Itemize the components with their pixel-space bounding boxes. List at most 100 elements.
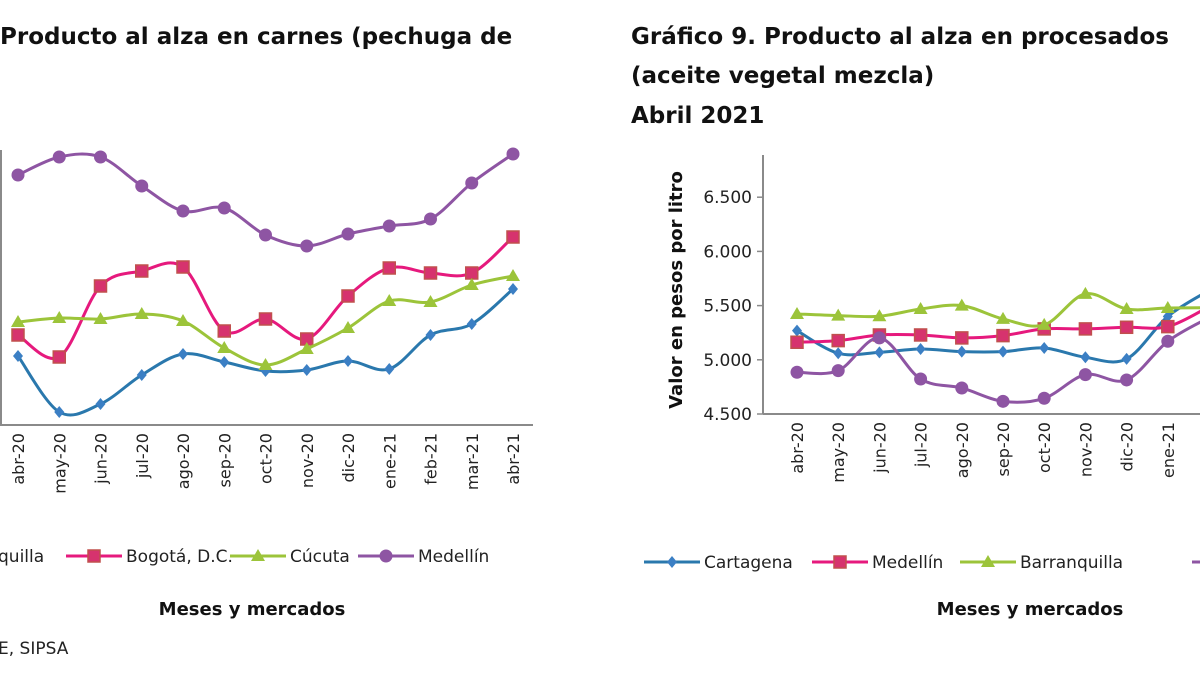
legend-item: Bogotá, D.C.	[66, 547, 233, 567]
data-point	[1078, 286, 1093, 299]
data-point	[466, 318, 477, 330]
legend-label: Bogotá, D.C.	[126, 547, 233, 567]
data-point	[1161, 319, 1175, 334]
data-point	[217, 341, 232, 353]
x-tick-label: oct-20	[1035, 422, 1054, 473]
data-point	[998, 345, 1008, 358]
data-point	[1119, 301, 1134, 314]
data-point	[384, 363, 395, 375]
legend-label: quilla	[0, 547, 44, 567]
right-x-axis-title: Meses y mercados	[937, 599, 1124, 620]
data-point	[831, 364, 845, 378]
data-point	[1119, 320, 1134, 335]
legend-label: Medellín	[872, 553, 943, 573]
data-point	[1162, 310, 1173, 323]
y-tick-label: 4.500	[703, 405, 752, 425]
data-point	[178, 348, 188, 360]
data-point	[217, 201, 231, 215]
data-point	[996, 311, 1010, 324]
x-tick-label: jun-20	[870, 422, 889, 474]
x-tick-label: abr-20	[788, 422, 807, 474]
left-x-axis-title: Meses y mercados	[159, 599, 346, 620]
left-chart-title: Producto al alza en carnes (pechuga de	[0, 24, 512, 50]
x-tick-label: nov-20	[298, 433, 317, 488]
data-point	[424, 212, 437, 226]
right-y-axis-title: Valor en pesos por litro	[666, 171, 687, 409]
right-chart-title-line3: Abril 2021	[631, 103, 764, 129]
data-point	[831, 308, 846, 321]
data-point	[423, 295, 438, 307]
x-tick-label: ene-21	[1159, 422, 1178, 478]
data-point	[1039, 341, 1050, 354]
right-chart-title-line2: (aceite vegetal mezcla)	[631, 63, 934, 89]
legend-item: Barranquilla	[960, 553, 1123, 573]
data-point	[1078, 368, 1092, 382]
data-point	[13, 350, 23, 362]
legend-item: quilla	[0, 547, 44, 567]
legend-label: Cartagena	[704, 553, 793, 573]
data-point	[913, 301, 928, 314]
x-tick-label: nov-20	[1076, 422, 1095, 477]
data-point	[135, 179, 149, 193]
data-point	[258, 312, 273, 326]
data-point	[93, 279, 108, 293]
data-point	[382, 219, 396, 233]
series-medell-n	[11, 147, 520, 253]
data-point	[1161, 334, 1175, 348]
x-tick-label: jun-20	[92, 433, 111, 485]
data-point	[465, 176, 479, 190]
x-tick-label: sep-20	[994, 422, 1013, 476]
x-tick-label: abr-20	[9, 433, 28, 485]
data-point	[301, 364, 312, 376]
data-point	[464, 278, 479, 290]
series-medell-n	[790, 309, 1200, 349]
data-point	[874, 346, 885, 359]
data-point	[11, 328, 25, 342]
data-point	[176, 260, 190, 274]
data-point	[176, 314, 190, 326]
series-line	[17, 235, 515, 361]
data-point	[790, 365, 804, 379]
data-point	[93, 312, 108, 324]
x-tick-label: dic-20	[1118, 422, 1137, 472]
legend-item: Medellín	[358, 547, 489, 567]
x-tick-label: abr-21	[504, 433, 523, 485]
legend-item: Cúcuta	[230, 547, 350, 567]
legend-marker	[833, 555, 847, 569]
legend-marker	[981, 555, 995, 567]
legend-item: Cartagena	[644, 553, 793, 573]
data-point	[833, 347, 844, 360]
data-point	[1037, 391, 1051, 405]
y-tick-label: 6.000	[703, 242, 752, 262]
x-tick-label: jul-20	[912, 422, 931, 468]
data-point	[506, 269, 520, 281]
data-point	[913, 328, 928, 342]
data-point	[52, 311, 67, 323]
series-cartagena	[792, 293, 1200, 365]
data-point	[54, 406, 65, 418]
data-point	[872, 309, 887, 322]
data-point	[341, 227, 355, 241]
data-point	[790, 335, 804, 349]
series-line	[16, 287, 514, 417]
legend-label: Medellín	[418, 547, 489, 567]
x-tick-label: feb-21	[422, 433, 441, 485]
data-point	[259, 228, 272, 242]
data-point	[1037, 317, 1052, 330]
data-point	[955, 381, 969, 395]
data-point	[300, 239, 314, 253]
data-point	[425, 329, 436, 341]
data-point	[954, 298, 969, 311]
data-point	[872, 331, 886, 345]
data-point	[1121, 352, 1132, 365]
data-point	[94, 150, 107, 164]
data-point	[1080, 351, 1091, 364]
data-point	[135, 264, 149, 278]
x-tick-label: may-20	[829, 422, 848, 483]
x-tick-label: dic-20	[339, 433, 358, 483]
x-tick-label: mar-21	[463, 433, 482, 490]
y-tick-label: 5.500	[703, 297, 752, 317]
data-point	[382, 294, 397, 306]
data-point	[217, 324, 231, 338]
data-point	[792, 324, 802, 337]
